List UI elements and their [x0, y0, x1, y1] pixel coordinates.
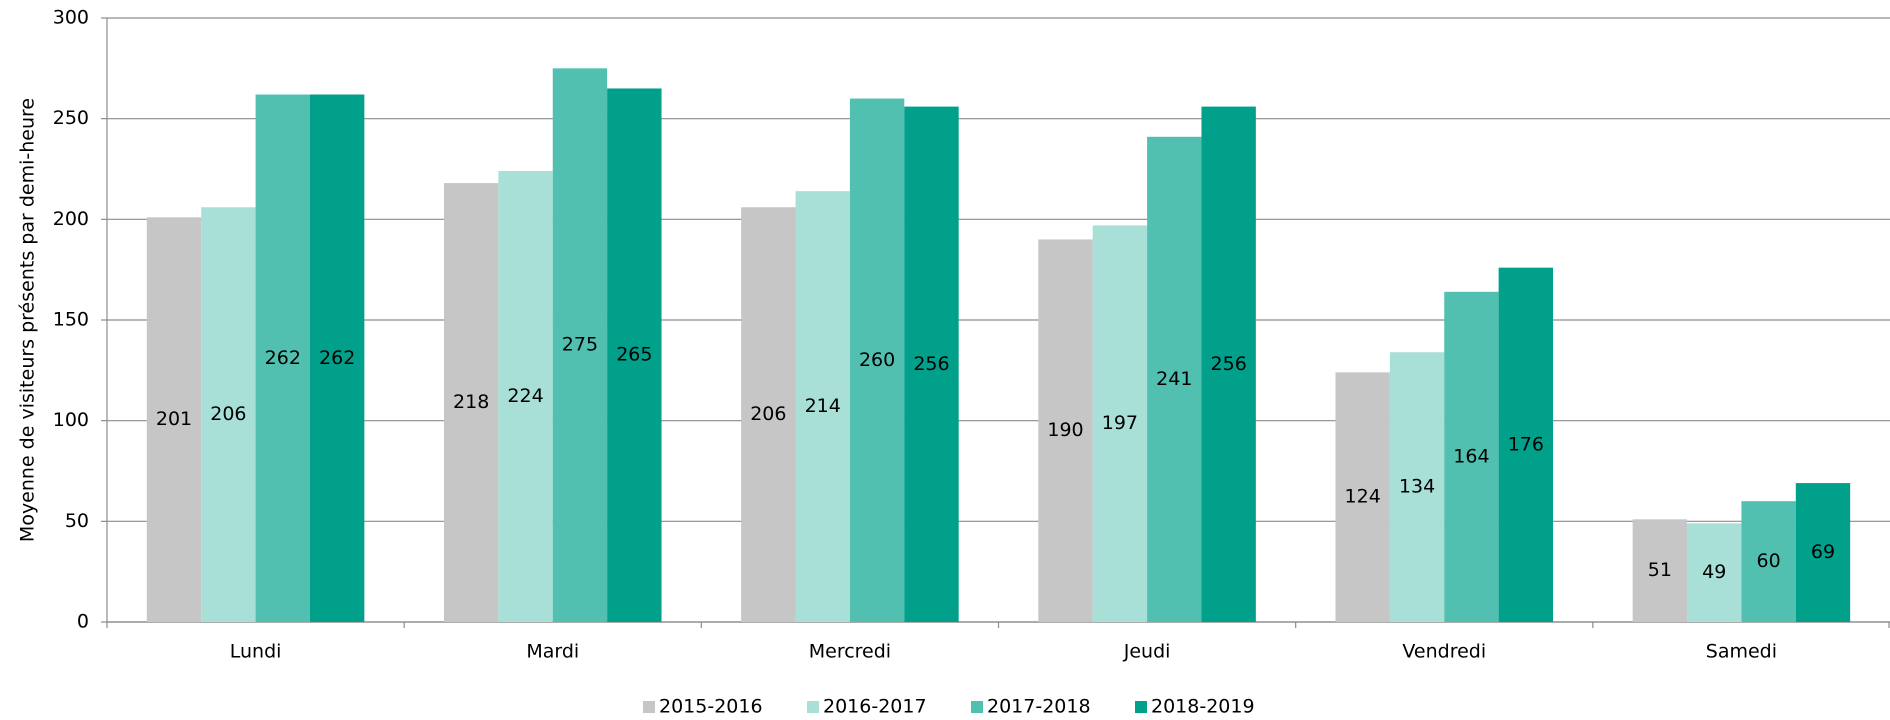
bar — [443, 183, 499, 623]
bar — [146, 217, 202, 622]
bar — [552, 68, 608, 623]
legend-swatch — [807, 701, 819, 713]
bar — [1687, 523, 1742, 622]
value-label: 241 — [1156, 368, 1192, 390]
value-label: 262 — [319, 347, 355, 369]
value-label: 197 — [1102, 412, 1138, 434]
x-tick-label: Vendredi — [1402, 641, 1486, 663]
value-label: 256 — [913, 353, 949, 375]
value-label: 201 — [156, 408, 192, 430]
y-tick-label: 150 — [53, 309, 89, 331]
value-label: 60 — [1757, 550, 1781, 572]
y-tick-label: 50 — [65, 510, 89, 532]
legend-label: 2016-2017 — [823, 696, 927, 718]
legend-label: 2018-2019 — [1151, 696, 1255, 718]
legend-swatch — [971, 701, 983, 713]
x-tick-label: Mardi — [526, 641, 579, 663]
value-label: 260 — [859, 349, 895, 371]
bar — [1201, 106, 1256, 622]
y-tick-label: 100 — [53, 409, 89, 431]
value-label: 134 — [1399, 476, 1435, 498]
bar — [1632, 519, 1688, 622]
bar — [607, 88, 662, 622]
bar — [1335, 372, 1390, 622]
bar — [498, 171, 553, 622]
y-tick-label: 200 — [53, 208, 89, 230]
bar — [1038, 239, 1093, 622]
value-label: 164 — [1453, 445, 1489, 467]
bar — [201, 207, 256, 622]
legend-label: 2017-2018 — [987, 696, 1091, 718]
bar — [255, 94, 310, 623]
bar — [1092, 225, 1148, 622]
bar — [309, 94, 365, 623]
value-label: 218 — [453, 391, 489, 413]
y-tick-label: 250 — [53, 107, 89, 129]
value-label: 190 — [1047, 419, 1083, 441]
value-label: 214 — [805, 395, 841, 417]
legend-swatch — [1135, 701, 1147, 713]
bar — [741, 207, 796, 622]
legend-swatch — [643, 701, 655, 713]
value-label: 49 — [1702, 561, 1726, 583]
x-tick-label: Samedi — [1706, 641, 1777, 663]
legend-label: 2015-2016 — [659, 696, 763, 718]
x-tick-label: Mercredi — [809, 641, 891, 663]
value-label: 176 — [1508, 433, 1544, 455]
value-label: 51 — [1648, 559, 1672, 581]
y-tick-label: 300 — [53, 7, 89, 29]
value-label: 206 — [210, 403, 246, 425]
bar — [1389, 352, 1445, 622]
value-label: 224 — [507, 385, 543, 407]
bar — [1741, 501, 1796, 622]
bar — [1498, 267, 1554, 622]
y-axis-label: Moyenne de visiteurs présents par demi-h… — [17, 98, 39, 542]
value-label: 275 — [562, 334, 598, 356]
value-label: 265 — [616, 344, 652, 366]
bar — [1795, 483, 1851, 622]
bar — [1444, 291, 1499, 622]
bar — [795, 191, 850, 622]
bar — [1147, 136, 1202, 622]
y-tick-label: 0 — [77, 611, 89, 633]
bar — [849, 98, 905, 623]
value-label: 206 — [750, 403, 786, 425]
value-label: 69 — [1811, 541, 1835, 563]
x-tick-label: Jeudi — [1123, 641, 1171, 663]
value-label: 124 — [1345, 486, 1381, 508]
value-label: 256 — [1211, 353, 1247, 375]
x-tick-label: Lundi — [230, 641, 282, 663]
value-label: 262 — [265, 347, 301, 369]
bar — [904, 106, 959, 622]
